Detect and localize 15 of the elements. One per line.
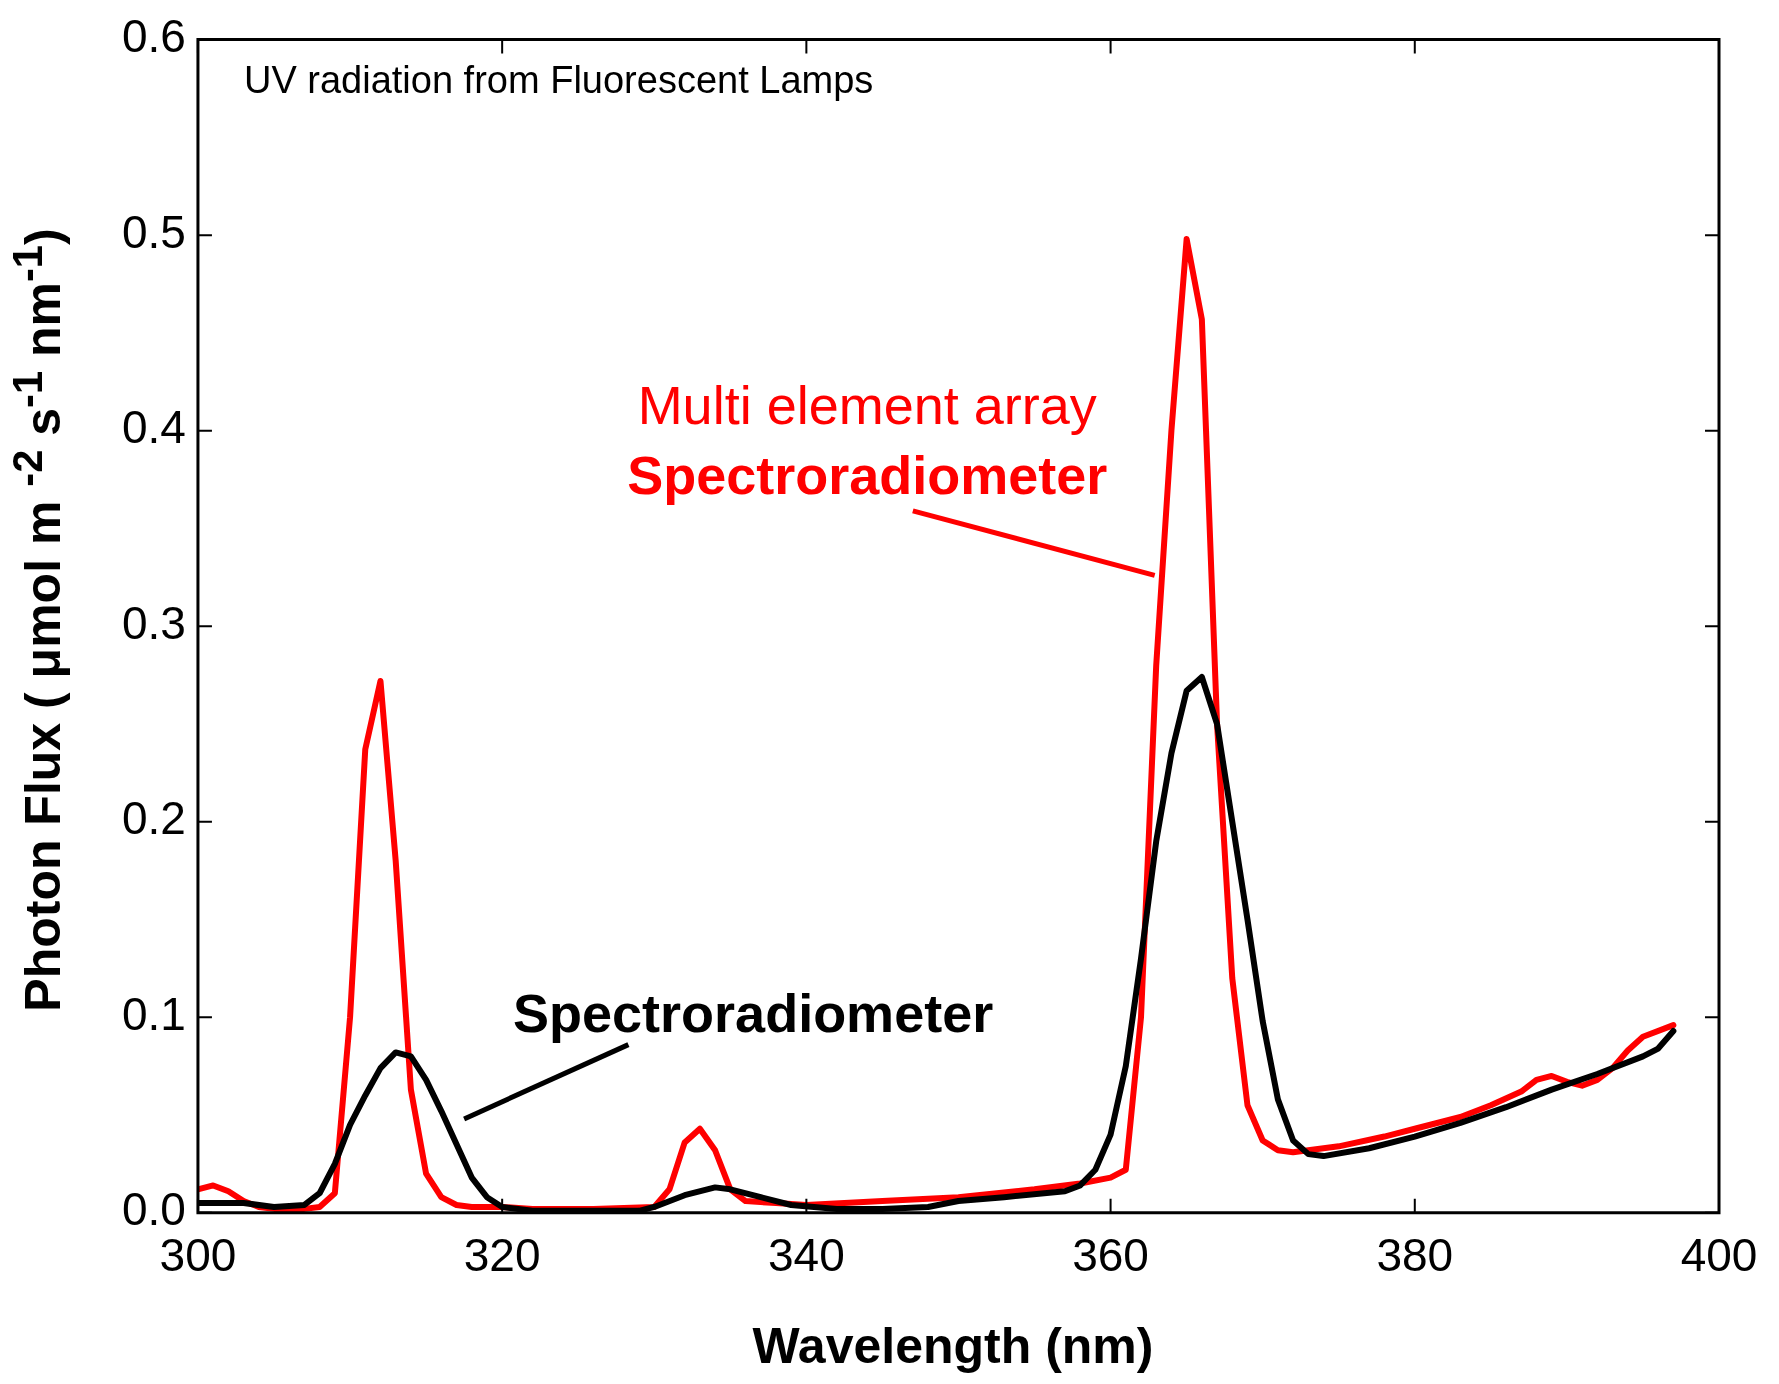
x-tick-label: 400 xyxy=(1680,1229,1758,1282)
x-tick-label: 340 xyxy=(767,1229,845,1282)
y-tick-label: 0.5 xyxy=(121,205,186,258)
x-axis-title: Wavelength (nm) xyxy=(752,1317,1154,1375)
y-tick-label: 0.6 xyxy=(121,10,186,63)
y-tick-label: 0.3 xyxy=(121,596,186,649)
x-tick-label: 320 xyxy=(463,1229,541,1282)
y-tick-label: 0.2 xyxy=(121,792,186,845)
x-tick-label: 380 xyxy=(1376,1229,1454,1282)
y-tick-label: 0.1 xyxy=(121,987,186,1040)
y-tick-label: 0.4 xyxy=(121,401,186,454)
x-tick-label: 360 xyxy=(1072,1229,1149,1282)
text: UV radiation from Fluorescent Lamps xyxy=(243,59,874,102)
series-label: Spectroradiometer xyxy=(513,983,994,1044)
series-label: Multi element array Spectroradiometer xyxy=(627,375,1108,506)
